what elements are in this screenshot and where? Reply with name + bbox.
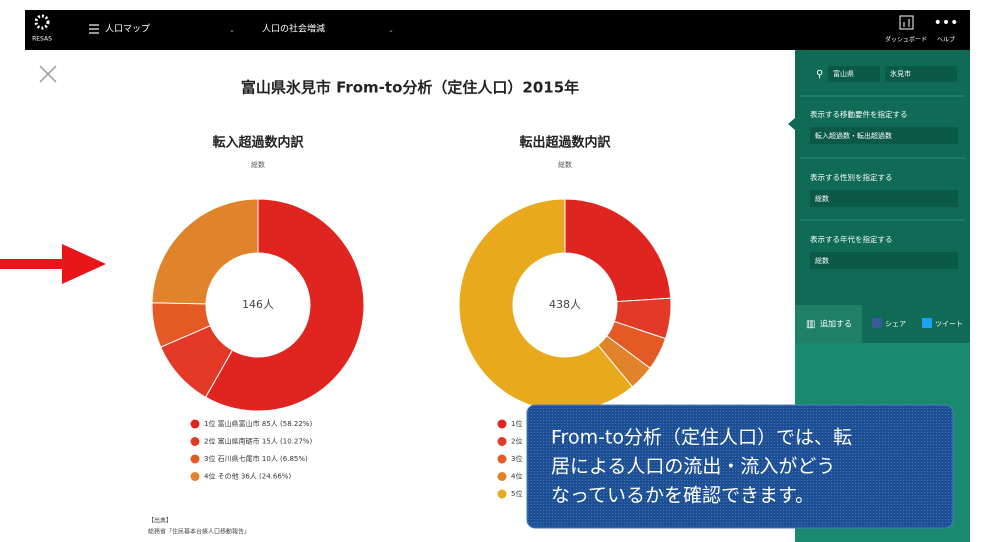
submenu[interactable]: 人口の社会増減 (262, 23, 325, 35)
donut-center-label: 438人 (549, 298, 581, 311)
section-label: 表示する年代を指定する (810, 234, 893, 244)
menu[interactable]: 人口マップ (105, 24, 150, 35)
callout: From-to分析（定住人口）では、転居による人口の流出・流入がどうなっているか… (526, 404, 954, 529)
legend-swatch (497, 419, 507, 429)
legend-label: 5位 (511, 489, 522, 498)
legend-label: 3位 石川県七尾市 10人 (6.85%) (204, 454, 308, 463)
source-text: 総務省「住民基本台帳人口移動報告」 (148, 528, 250, 536)
select-value[interactable]: 総数 (815, 256, 829, 265)
legend-label: 1位 (511, 419, 522, 428)
legend-swatch (497, 489, 507, 499)
legend-swatch (190, 419, 200, 429)
facebook-icon (872, 318, 882, 328)
add-button[interactable] (795, 305, 862, 343)
add-label[interactable]: 追加する (820, 319, 852, 329)
sidebar-pointer (788, 118, 795, 130)
callout-text: 居による人口の流出・流入がどう (551, 456, 835, 478)
dropdown-caret: ⌄ (388, 26, 394, 34)
menu-icon[interactable] (89, 24, 99, 34)
select-value[interactable]: 転入超過数・転出超過数 (815, 131, 892, 140)
donut-subtitle: 総数 (558, 160, 572, 169)
dashboard-icon[interactable] (899, 15, 914, 30)
city-select[interactable] (885, 66, 957, 82)
donut-slice (458, 198, 634, 412)
add-icon: ▥ (806, 319, 815, 330)
donut-slice (151, 198, 259, 305)
share-label[interactable]: シェア (885, 320, 906, 328)
dashboard-label[interactable]: ダッシュボード (885, 36, 927, 44)
arrow-head (62, 244, 106, 284)
donut-slice (564, 198, 672, 303)
donut-subtitle: 総数 (251, 160, 265, 169)
legend-swatch (190, 454, 200, 464)
help-icon[interactable]: ••• (934, 15, 959, 31)
callout-text: なっているかを確認できます。 (551, 485, 814, 507)
legend-label: 4位 その他 36人 (24.66%) (204, 472, 291, 481)
callout-box (526, 404, 954, 529)
legend-label: 3位 (511, 454, 522, 463)
legend-swatch (497, 454, 507, 464)
section-label: 表示する移動要件を指定する (810, 109, 908, 119)
city[interactable]: 氷見市 (890, 69, 911, 78)
legend-swatch (190, 437, 200, 446)
twitter-icon (922, 318, 932, 328)
legend-label: 2位 富山県南砺市 15人 (10.27%) (204, 437, 312, 446)
donut-slice (204, 198, 365, 412)
logo: RESAS (32, 36, 52, 43)
select[interactable] (810, 252, 958, 269)
legend-swatch (497, 437, 507, 446)
prefecture[interactable]: 富山県 (833, 69, 854, 78)
select[interactable] (810, 190, 958, 207)
legend-label: 1位 富山県富山市 85人 (58.22%) (204, 419, 312, 428)
donut-title: 転出超過数内訳 (519, 135, 611, 151)
donut-center-label: 146人 (242, 298, 274, 311)
source-heading: 【出典】 (148, 517, 172, 525)
legend-swatch (190, 472, 200, 481)
select[interactable] (810, 127, 958, 144)
prefecture-select[interactable] (828, 66, 880, 82)
select-value[interactable]: 総数 (815, 194, 829, 203)
tweet-label[interactable]: ツイート (935, 320, 963, 328)
arrow-shaft (0, 259, 65, 269)
page-title: 富山県氷見市 From-to分析（定住人口）2015年 (241, 79, 579, 97)
legend-label: 2位 (511, 437, 522, 446)
header (25, 10, 970, 50)
donut-title: 転入超過数内訳 (212, 135, 304, 151)
help-label[interactable]: ヘルプ (937, 37, 955, 44)
section-label: 表示する性別を指定する (810, 172, 893, 182)
logo-icon (34, 14, 50, 30)
pin-icon: ⚲ (816, 69, 823, 80)
legend-swatch (497, 472, 507, 481)
legend-label: 4位 (511, 472, 522, 481)
dropdown-caret: ⌄ (229, 26, 235, 34)
callout-text: From-to分析（定住人口）では、転 (551, 427, 852, 449)
close-button[interactable] (39, 65, 57, 83)
